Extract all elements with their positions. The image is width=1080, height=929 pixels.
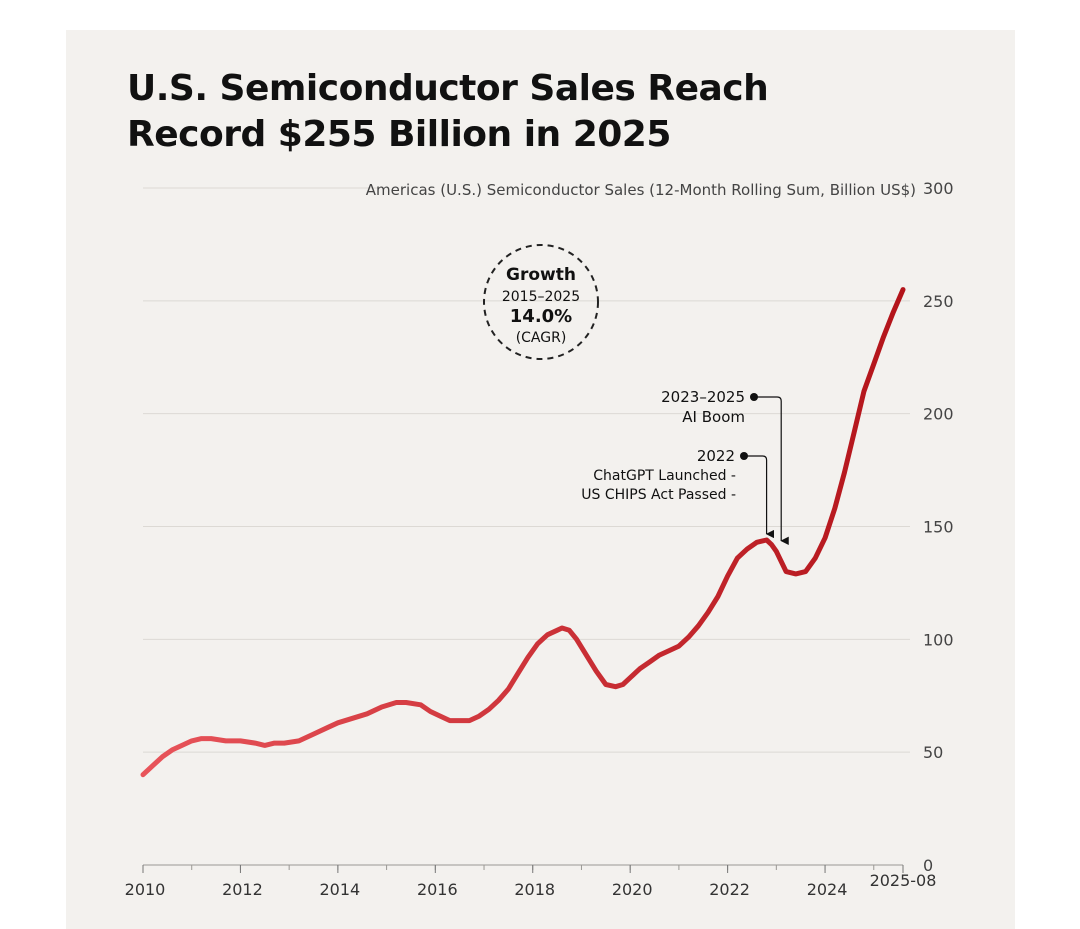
- growth-badge-text-3: (CAGR): [516, 330, 567, 346]
- chart-title: U.S. Semiconductor Sales Reach Record $2…: [127, 66, 769, 158]
- x-tick-label-2025-08: 2025-08: [870, 871, 937, 890]
- ai-boom-arrow: [754, 396, 789, 546]
- x-tick-label-2014: 2014: [320, 880, 361, 899]
- ai-boom-label-0: 2023–2025: [661, 388, 745, 406]
- chart-card: [66, 30, 1015, 929]
- y-tick-label-200: 200: [923, 405, 954, 424]
- y-tick-label-150: 150: [923, 518, 954, 537]
- y-tick-label-0: 0: [923, 856, 933, 875]
- x-tick-label-2016: 2016: [417, 880, 458, 899]
- growth-badge-circle: [483, 244, 599, 360]
- x-tick-label-2010: 2010: [125, 880, 166, 899]
- chart-title-line-2: Record $255 Billion in 2025: [127, 114, 671, 155]
- growth-badge-text-0: Growth: [506, 265, 576, 285]
- series-line-0: [140, 287, 906, 778]
- chatgpt-label-0: 2022: [697, 447, 735, 465]
- y-tick-label-100: 100: [923, 630, 954, 649]
- chatgpt-label-2: US CHIPS Act Passed -: [581, 487, 736, 503]
- growth-badge-text-1: 2015–2025: [502, 289, 580, 305]
- series-layer: [140, 287, 906, 778]
- x-axis: 2010 2012 2014 2016 2018 2020 2022 2024 2025-08: [125, 864, 937, 899]
- x-tick-label-2012: 2012: [222, 880, 263, 899]
- gridlines: [143, 187, 910, 753]
- chatgpt-label-1: ChatGPT Launched -: [593, 468, 736, 484]
- y-tick-label-250: 250: [923, 292, 954, 311]
- growth-badge-text-2: 14.0%: [510, 306, 572, 327]
- chart-title-line-1: U.S. Semiconductor Sales Reach: [127, 68, 769, 109]
- y-tick-label-300: 300: [923, 179, 954, 198]
- y-tick-label-50: 50: [923, 743, 943, 762]
- y-axis: 0 50 100 150 200 250 300: [923, 179, 954, 875]
- x-tick-label-2024: 2024: [807, 880, 848, 899]
- y-axis-title: Americas (U.S.) Semiconductor Sales (12-…: [366, 181, 916, 199]
- x-tick-label-2022: 2022: [709, 880, 750, 899]
- x-tick-label-2020: 2020: [612, 880, 653, 899]
- ai-boom-label-1: AI Boom: [682, 408, 745, 426]
- chatgpt-arrow: [744, 455, 775, 539]
- x-tick-label-2018: 2018: [514, 880, 555, 899]
